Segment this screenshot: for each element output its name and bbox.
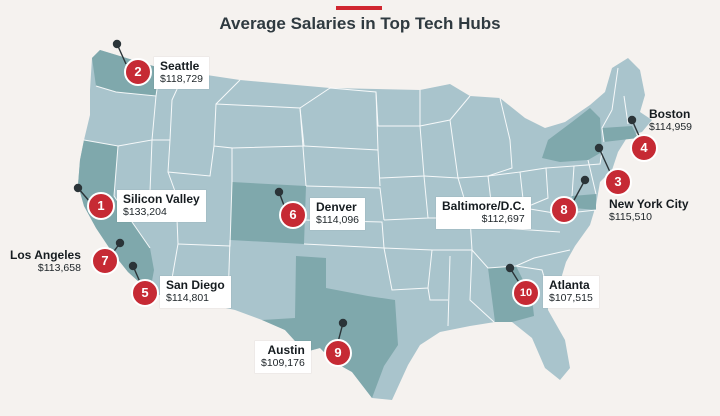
hub-salary: $112,697 xyxy=(481,213,525,225)
hub-salary: $114,959 xyxy=(649,121,693,133)
hub-salary: $113,658 xyxy=(37,262,81,274)
maryland-state xyxy=(572,194,596,210)
hub-label-denver: Denver $114,096 xyxy=(310,198,366,230)
hub-city: New York City xyxy=(609,197,689,211)
hub-city: San Diego xyxy=(166,278,225,292)
hub-label-silicon-valley: Silicon Valley $133,204 xyxy=(117,190,206,222)
rank-badge-austin: 9 xyxy=(324,339,352,367)
hub-label-baltimore-dc: Baltimore/D.C. $112,697 xyxy=(436,197,531,229)
hub-city: Boston xyxy=(649,107,691,121)
hub-salary: $114,096 xyxy=(316,214,360,226)
map-pins xyxy=(73,39,641,343)
hub-label-boston: Boston $114,959 xyxy=(643,105,698,137)
rank-badge-new-york-city: 3 xyxy=(604,168,632,196)
texas-state xyxy=(262,256,398,398)
california-state xyxy=(78,140,154,292)
hub-label-atlanta: Atlanta $107,515 xyxy=(543,276,599,308)
hub-salary: $133,204 xyxy=(123,206,167,218)
new-york-state xyxy=(542,108,602,162)
hub-label-los-angeles: Los Angeles $113,658 xyxy=(4,246,87,278)
hub-city: Baltimore/D.C. xyxy=(442,199,525,213)
rank-badge-denver: 6 xyxy=(279,201,307,229)
hub-label-new-york-city: New York City $115,510 xyxy=(603,195,695,227)
rank-badge-san-diego: 5 xyxy=(131,279,159,307)
rank-badge-baltimore-dc: 8 xyxy=(550,196,578,224)
hub-city: Austin xyxy=(267,343,305,357)
rank-badge-atlanta: 10 xyxy=(512,279,540,307)
hub-city: Los Angeles xyxy=(10,248,81,262)
hub-label-seattle: Seattle $118,729 xyxy=(154,57,210,89)
hub-city: Silicon Valley xyxy=(123,192,200,206)
rank-badge-silicon-valley: 1 xyxy=(87,192,115,220)
colorado-state xyxy=(230,182,306,244)
map-title: Average Salaries in Top Tech Hubs xyxy=(219,14,501,33)
hub-salary: $118,729 xyxy=(160,73,204,85)
hub-city: Denver xyxy=(316,200,357,214)
hub-salary: $109,176 xyxy=(261,357,305,369)
rank-badge-los-angeles: 7 xyxy=(91,247,119,275)
rank-badge-boston: 4 xyxy=(630,134,658,162)
hub-salary: $107,515 xyxy=(549,292,593,304)
hub-salary: $115,510 xyxy=(609,211,653,223)
title-accent-bar xyxy=(336,6,382,10)
hub-city: Seattle xyxy=(160,59,200,73)
hub-city: Atlanta xyxy=(549,278,590,292)
hub-salary: $114,801 xyxy=(166,292,210,304)
rank-badge-seattle: 2 xyxy=(124,58,152,86)
hub-label-austin: Austin $109,176 xyxy=(255,341,311,373)
massachusetts-state xyxy=(602,126,638,142)
hub-label-san-diego: San Diego $114,801 xyxy=(160,276,231,308)
